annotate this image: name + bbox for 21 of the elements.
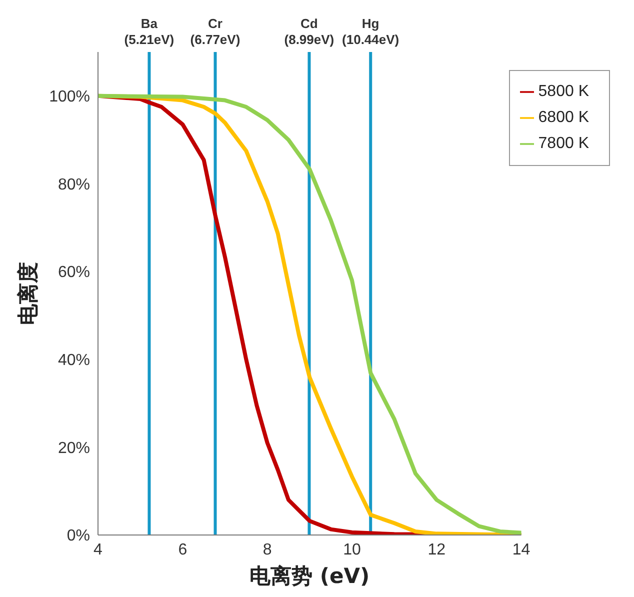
x-tick-label: 14: [512, 541, 530, 558]
x-axis-title: 电离势 (eV): [250, 564, 370, 588]
x-tick-label: 8: [262, 541, 272, 558]
ref-line-label: Cd (8.99eV): [284, 16, 334, 47]
ref-line-label: Cr (6.77eV): [190, 16, 240, 47]
y-tick-label: 0%: [66, 528, 90, 545]
x-tick-label: 10: [343, 541, 361, 558]
x-tick-label: 4: [94, 541, 103, 558]
legend-label: 7800 K: [538, 135, 589, 152]
y-tick-label: 20%: [58, 440, 90, 457]
legend-label: 5800 K: [538, 83, 589, 100]
y-tick-label: 80%: [58, 176, 90, 194]
ref-line-label: Ba (5.21eV): [124, 16, 174, 47]
y-tick-label: 60%: [58, 264, 90, 282]
y-axis-title: 电离度: [16, 262, 40, 325]
y-tick-label: 100%: [49, 88, 90, 106]
x-tick-label: 12: [428, 541, 446, 558]
x-tick-label: 6: [178, 541, 188, 558]
y-tick-label: 40%: [58, 352, 90, 370]
legend-label: 6800 K: [538, 109, 589, 126]
ref-line-label: Hg (10.44eV): [342, 16, 400, 47]
